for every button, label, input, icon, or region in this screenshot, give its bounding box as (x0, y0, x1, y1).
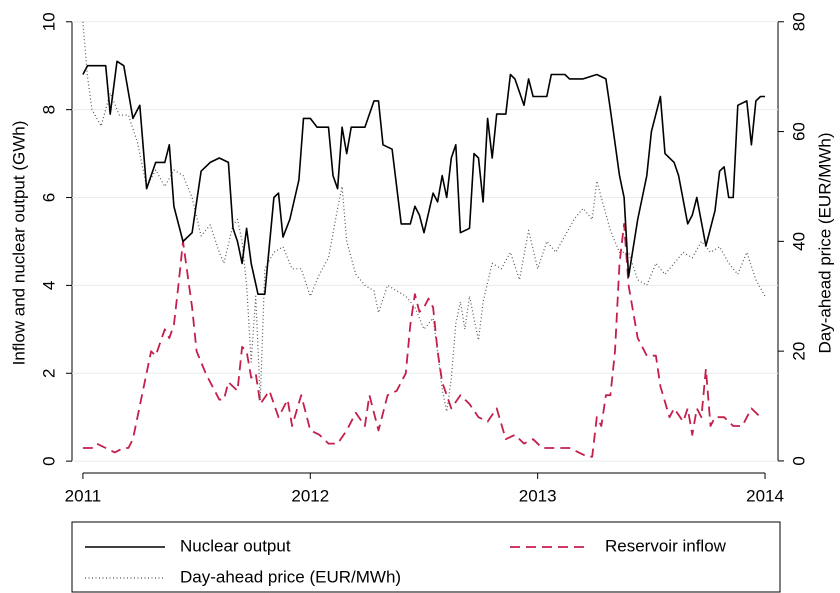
y-tick-label: 2 (39, 369, 58, 378)
legend-box (71, 521, 781, 593)
y-tick-label: 0 (39, 456, 58, 465)
y-axis-title: Inflow and nuclear output (GWh) (9, 121, 28, 366)
y2-tick-label: 60 (789, 122, 808, 141)
y-tick-label: 8 (39, 105, 58, 114)
x-tick-label: 2013 (519, 486, 557, 505)
legend-label: Reservoir inflow (605, 536, 727, 555)
legend-label: Day-ahead price (EUR/MWh) (180, 567, 401, 586)
series-line (82, 60, 765, 295)
legend-label: Nuclear output (180, 536, 291, 555)
y-tick-label: 10 (39, 12, 58, 31)
y2-tick-label: 20 (789, 342, 808, 361)
series-line (82, 223, 762, 458)
y-tick-label: 6 (39, 193, 58, 202)
y2-tick-label: 80 (789, 12, 808, 31)
y2-tick-label: 0 (789, 456, 808, 465)
x-tick-label: 2012 (291, 486, 329, 505)
y2-tick-label: 40 (789, 232, 808, 251)
y2-axis-title: Day-ahead price (EUR/MWh) (815, 132, 834, 353)
y-tick-label: 4 (39, 281, 58, 290)
x-tick-label: 2014 (746, 486, 784, 505)
x-tick-label: 2011 (65, 486, 102, 505)
series-line (82, 21, 766, 413)
